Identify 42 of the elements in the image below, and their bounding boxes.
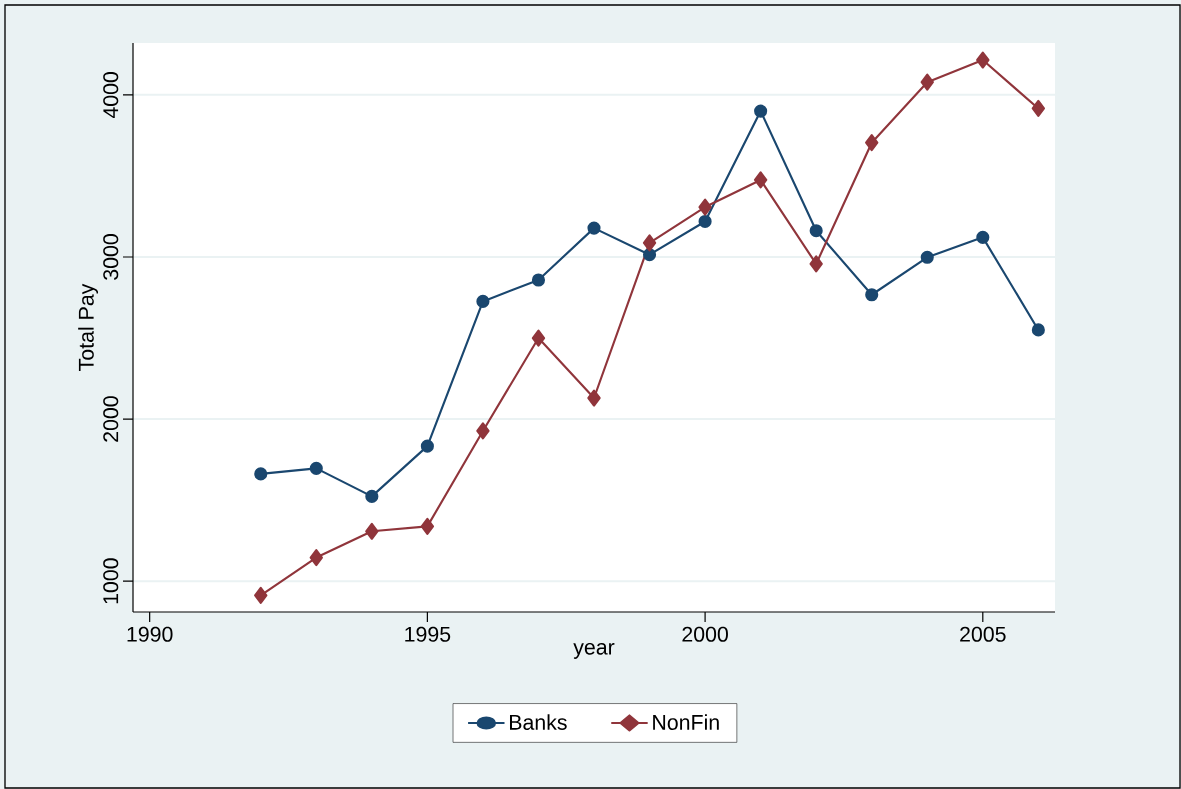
point	[476, 294, 490, 308]
point	[476, 422, 490, 440]
legend-label: Banks	[509, 714, 567, 730]
point	[1031, 99, 1046, 118]
point	[309, 461, 323, 475]
point	[587, 221, 601, 235]
y-tick-label: 4000	[103, 71, 119, 119]
y-tick-label: 3000	[103, 234, 119, 280]
point	[920, 73, 934, 91]
point	[865, 134, 879, 152]
point	[809, 255, 823, 273]
point	[698, 198, 712, 216]
point	[976, 230, 990, 244]
x-tick-label: 2000	[682, 626, 728, 642]
point	[420, 517, 435, 535]
point	[754, 104, 768, 118]
y-tick-label: 1000	[103, 558, 119, 604]
point	[531, 273, 546, 287]
point	[531, 329, 546, 347]
x-tick-label: 1990	[127, 626, 173, 642]
x-axis-title: year	[573, 642, 615, 659]
point	[920, 250, 934, 264]
point	[1031, 323, 1045, 337]
y-tick-label: 2000	[103, 396, 119, 442]
point	[365, 489, 379, 503]
point	[753, 171, 768, 189]
point	[698, 214, 712, 229]
x-tick-label: 1995	[405, 626, 451, 642]
point	[365, 522, 379, 540]
y-axis-title: Total Pay	[78, 283, 99, 371]
legend-label: NonFin	[653, 714, 719, 730]
x-tick-label: 2005	[960, 626, 1006, 642]
point	[642, 234, 657, 252]
point	[865, 288, 879, 302]
point	[642, 248, 657, 262]
point	[420, 439, 434, 453]
point	[809, 224, 823, 238]
point	[254, 586, 268, 604]
point	[309, 548, 323, 567]
point	[254, 467, 268, 481]
point	[587, 389, 601, 407]
point	[976, 51, 990, 69]
